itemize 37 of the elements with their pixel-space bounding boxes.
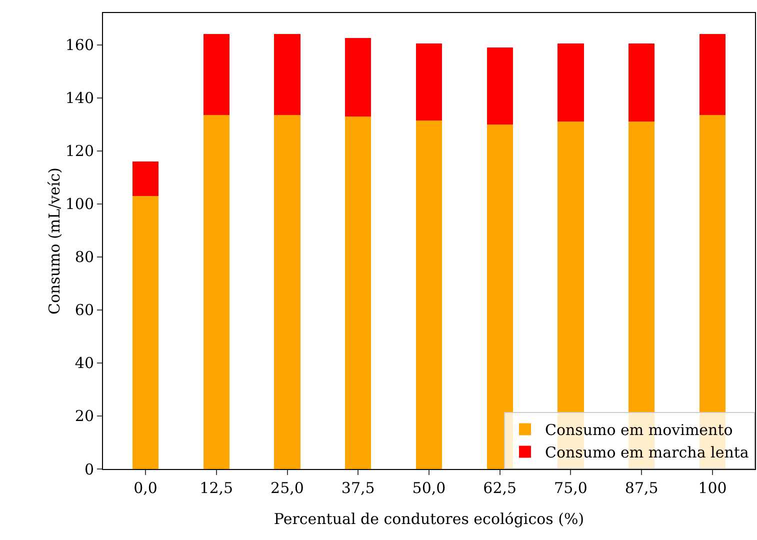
y-tick-label: 80	[74, 248, 94, 266]
bar	[274, 34, 300, 116]
bar	[345, 38, 372, 116]
bar	[132, 161, 159, 196]
x-tick-label: 75,0	[554, 479, 588, 497]
y-tick-label: 40	[74, 354, 94, 372]
bar	[486, 124, 513, 469]
bar	[628, 43, 655, 122]
y-axis-title: Consumo (mL/veíc)	[45, 167, 64, 315]
x-tick-label: 100	[698, 479, 727, 497]
y-tick-label: 0	[84, 460, 94, 478]
x-tick-label: 87,5	[624, 479, 658, 497]
bar	[203, 115, 230, 469]
bar	[699, 34, 726, 116]
bar	[203, 34, 230, 116]
bar	[486, 47, 513, 124]
y-tick-label: 60	[74, 301, 94, 320]
legend-label: Consumo em movimento	[545, 421, 733, 440]
bar	[345, 116, 372, 469]
legend-label: Consumo em marcha lenta	[545, 444, 749, 462]
bar	[132, 196, 159, 469]
y-tick-label: 20	[74, 407, 94, 426]
x-tick-label: 62,5	[483, 479, 517, 497]
bar	[274, 115, 300, 469]
bar	[416, 43, 442, 120]
x-tick-label: 0,0	[134, 479, 158, 497]
y-tick-label: 160	[65, 36, 94, 54]
x-tick-label: 50,0	[412, 479, 446, 497]
x-tick-label: 12,5	[200, 479, 234, 497]
y-tick-label: 120	[65, 142, 94, 160]
bar	[558, 43, 584, 122]
x-axis-title: Percentual de condutores ecológicos (%)	[274, 510, 584, 528]
x-tick-label: 25,0	[270, 479, 304, 497]
x-tick-label: 37,5	[341, 479, 375, 497]
y-tick-label: 100	[65, 195, 94, 214]
bar	[416, 120, 442, 469]
y-tick-label: 140	[65, 89, 94, 108]
